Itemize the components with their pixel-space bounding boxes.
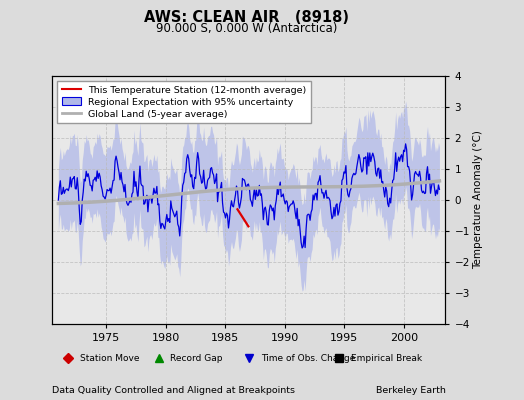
Text: Empirical Break: Empirical Break <box>351 354 422 363</box>
Text: 90.000 S, 0.000 W (Antarctica): 90.000 S, 0.000 W (Antarctica) <box>156 22 337 35</box>
Text: AWS: CLEAN AIR   (8918): AWS: CLEAN AIR (8918) <box>144 10 349 25</box>
Text: Time of Obs. Change: Time of Obs. Change <box>261 354 355 363</box>
Text: Data Quality Controlled and Aligned at Breakpoints: Data Quality Controlled and Aligned at B… <box>52 386 296 395</box>
Text: Station Move: Station Move <box>80 354 139 363</box>
Text: Berkeley Earth: Berkeley Earth <box>376 386 445 395</box>
Text: Record Gap: Record Gap <box>170 354 223 363</box>
Y-axis label: Temperature Anomaly (°C): Temperature Anomaly (°C) <box>473 130 483 270</box>
Legend: This Temperature Station (12-month average), Regional Expectation with 95% uncer: This Temperature Station (12-month avera… <box>57 81 311 123</box>
